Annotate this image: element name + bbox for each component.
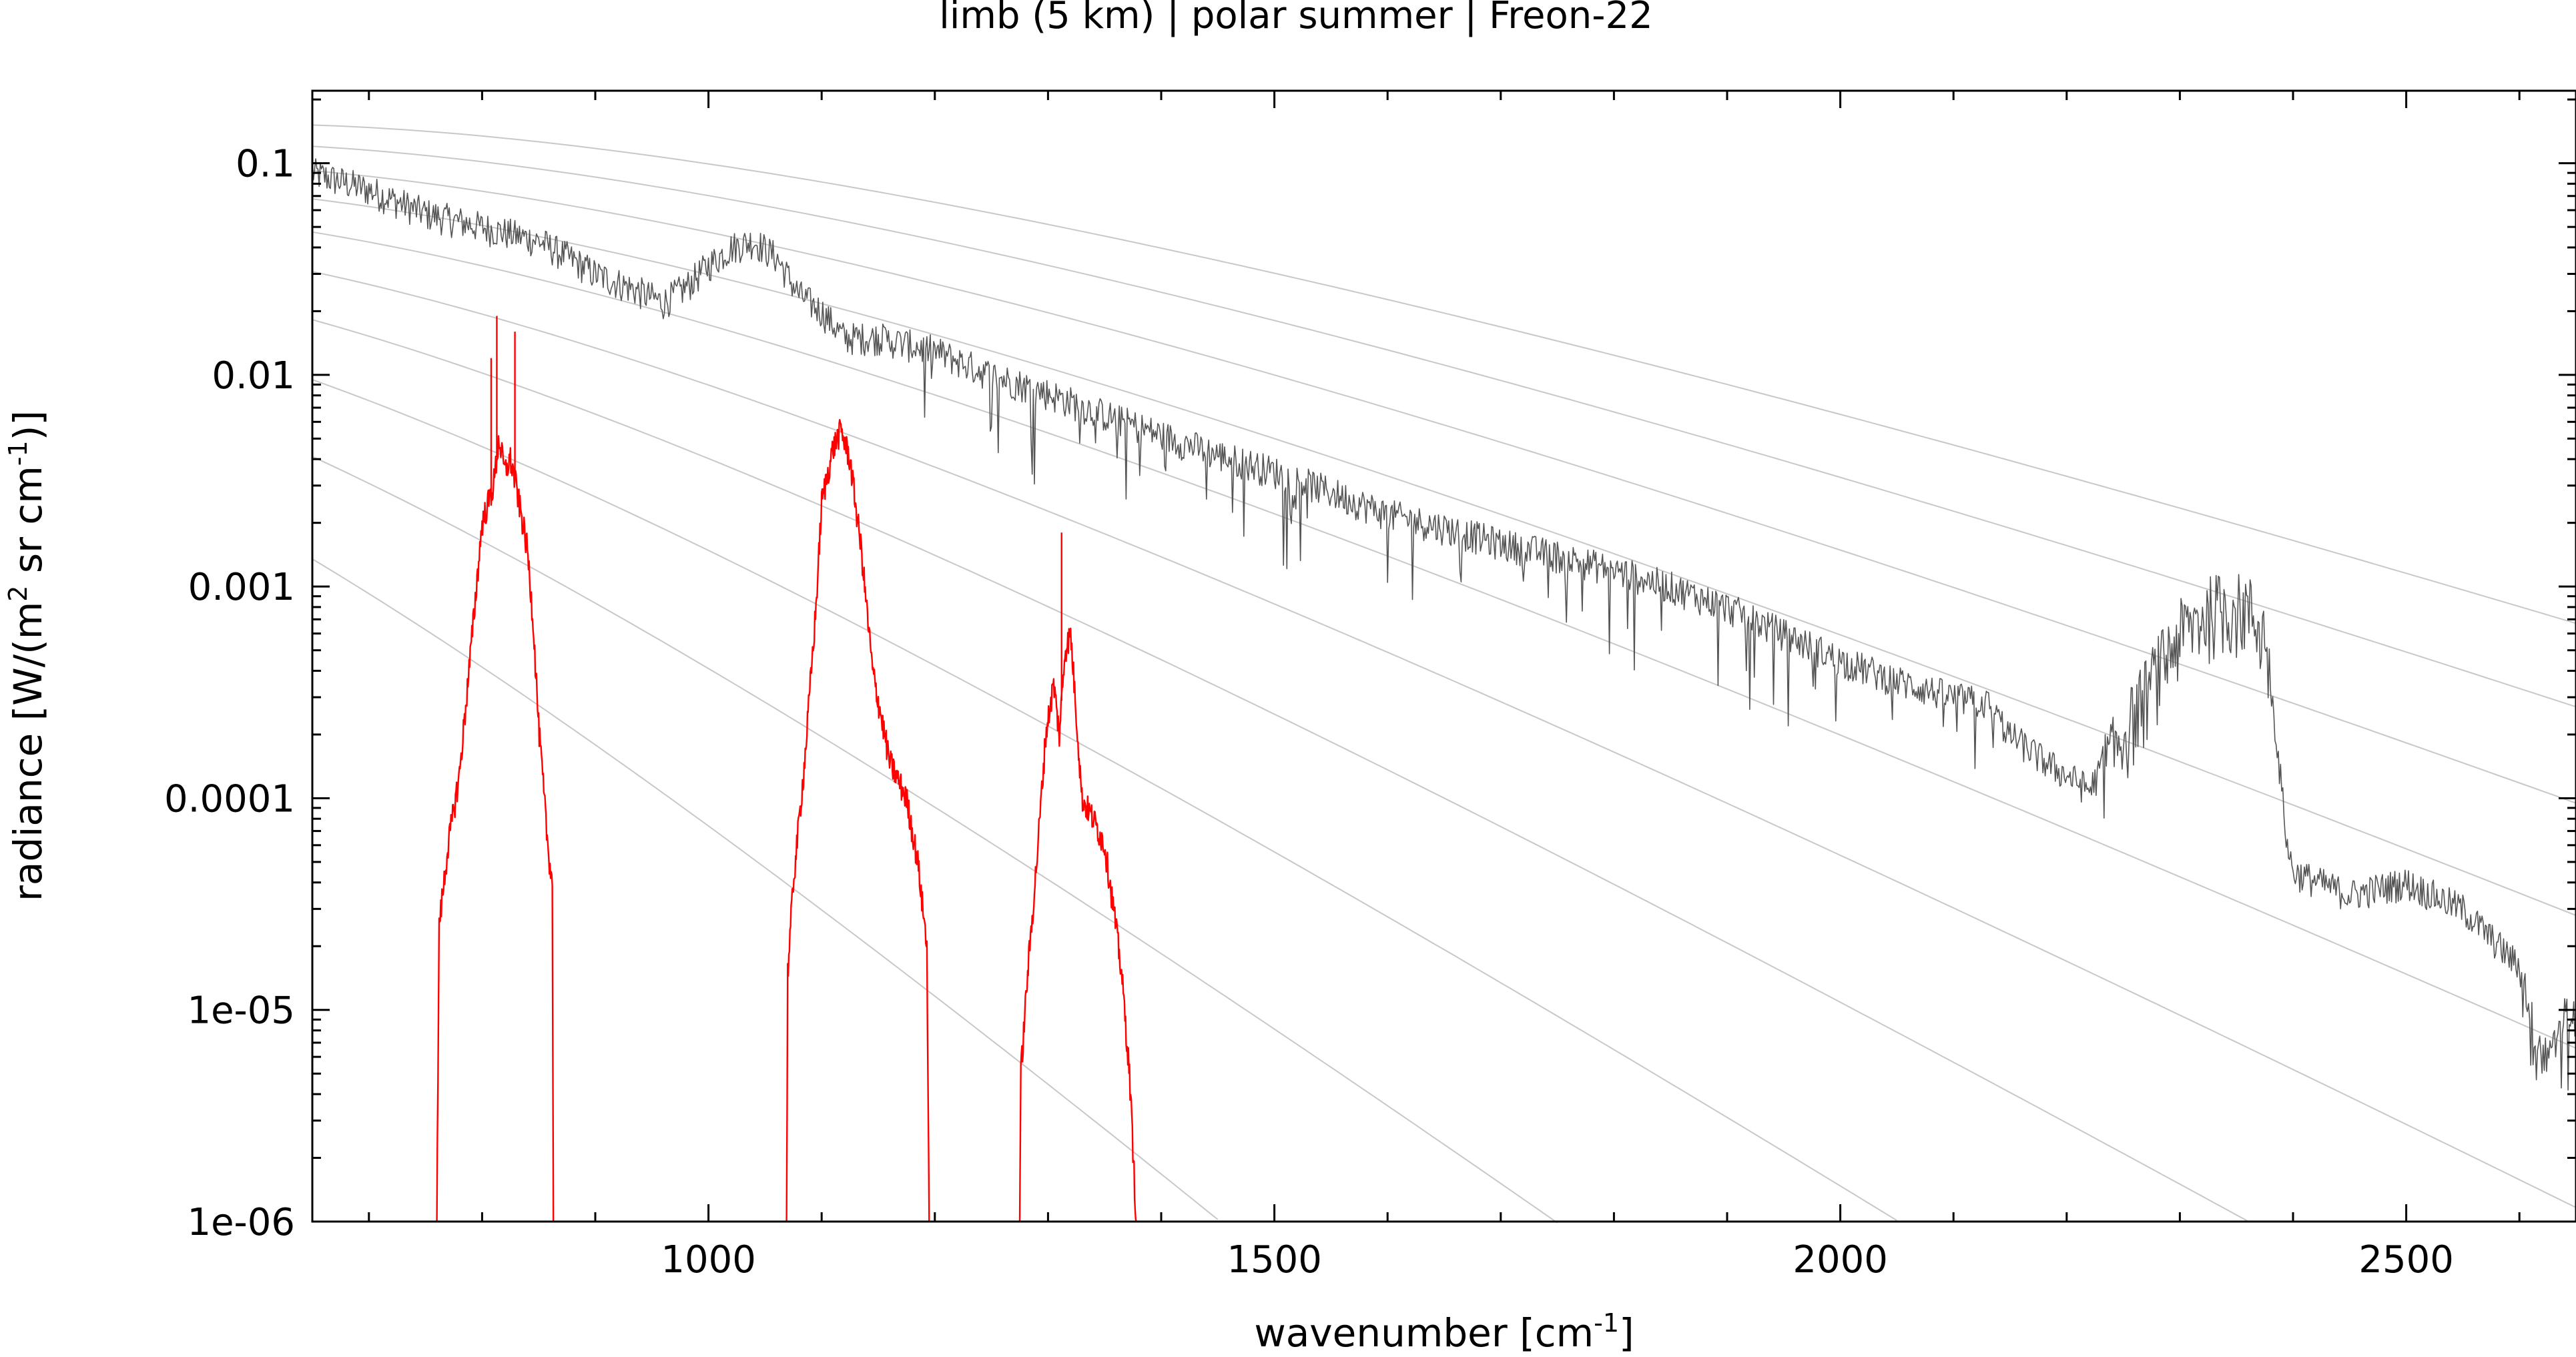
reference-curve-280k <box>312 145 2576 708</box>
total-radiance-line <box>312 158 2576 1091</box>
freon-series <box>436 316 1137 1222</box>
y-tick-label: 0.001 <box>188 566 295 609</box>
freon-band-2 <box>785 419 930 1222</box>
chart-title: limb (5 km) | polar summer | Freon-22 <box>939 0 1652 37</box>
x-tick-label: 1000 <box>661 1238 756 1282</box>
reference-curve-140k <box>312 456 1558 1224</box>
freon-band-1 <box>436 435 555 1222</box>
y-tick-label: 0.01 <box>212 354 295 398</box>
reference-curve-180k <box>312 319 2248 1222</box>
x-tick-label: 2000 <box>1793 1238 1888 1282</box>
total-radiance-series <box>312 158 2576 1091</box>
y-tick-label: 1e-05 <box>187 989 295 1033</box>
reference-curve-300k <box>312 124 2576 624</box>
plot-frame <box>311 89 2576 1223</box>
x-axis: 1000 1500 2000 2500 <box>368 91 2521 1282</box>
y-axis-label: radiance [W/(m2 sr cm-1)] <box>3 410 51 901</box>
y-tick-label: 1e-06 <box>187 1201 295 1244</box>
x-tick-label: 1500 <box>1227 1238 1322 1282</box>
y-axis: 0.1 0.01 0.001 0.0001 1e-05 1e-06 <box>164 98 2576 1244</box>
x-axis-label: wavenumber [cm-1] <box>1254 1308 1634 1356</box>
reference-curve-200k <box>312 271 2576 1208</box>
x-tick-label: 2500 <box>2358 1238 2454 1282</box>
reference-curve-220k <box>312 231 2576 1049</box>
y-tick-label: 0.1 <box>236 143 295 186</box>
reference-curves <box>312 124 2576 1224</box>
reference-curve-160k <box>312 379 1897 1222</box>
reference-curve-240k <box>312 198 2576 917</box>
reference-curve-120k <box>312 558 1219 1220</box>
freon-band-3 <box>1018 627 1137 1222</box>
reference-curve-260k <box>312 169 2576 804</box>
y-tick-label: 0.0001 <box>164 777 295 821</box>
